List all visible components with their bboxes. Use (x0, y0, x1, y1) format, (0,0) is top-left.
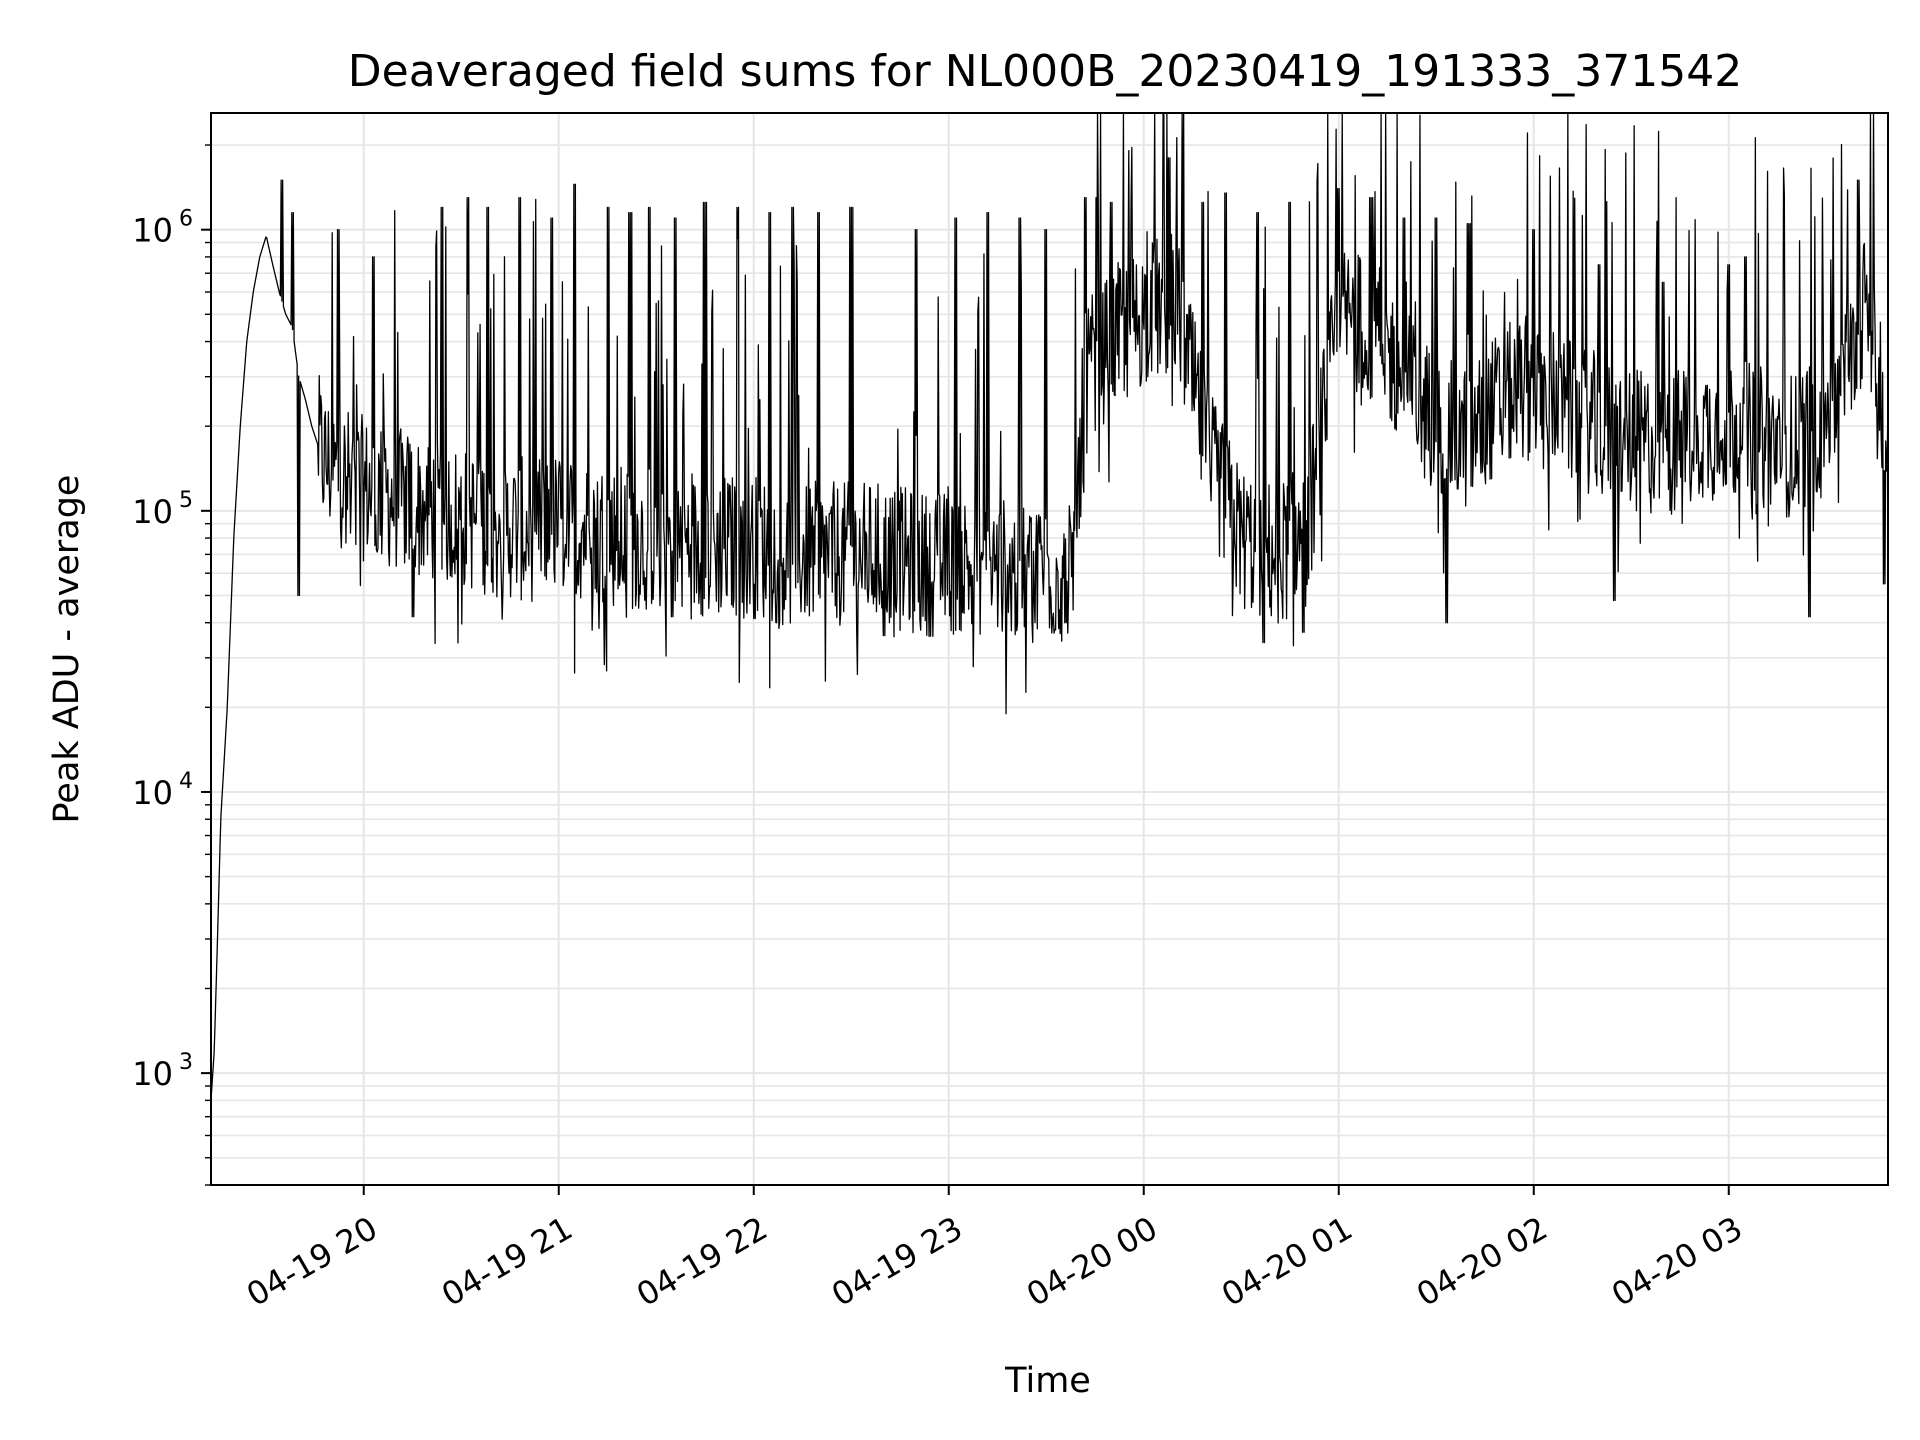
grid (211, 113, 1888, 1186)
y-tick-label: 10 (132, 212, 173, 250)
x-tick-label: 04-20 00 (1020, 1209, 1164, 1314)
y-tick-exponent: 6 (179, 207, 193, 232)
x-axis-title: Time (1004, 1361, 1091, 1401)
series-line (210, 112, 1889, 1101)
x-tick-label: 04-20 02 (1410, 1209, 1554, 1314)
y-tick-label: 10 (132, 493, 173, 531)
y-tick-exponent: 3 (179, 1050, 193, 1075)
x-axis: 04-19 20 04-19 21 04-19 22 04-19 23 04-20 00… (240, 1185, 1749, 1314)
y-tick-label: 10 (132, 774, 173, 812)
x-tick-label: 04-20 03 (1605, 1209, 1749, 1314)
y-axis-title: Peak ADU - average (47, 475, 87, 824)
plot-frame (210, 112, 1889, 1186)
x-tick-label: 04-20 01 (1215, 1209, 1359, 1314)
y-tick-exponent: 4 (179, 769, 193, 794)
x-tick-label: 04-19 20 (240, 1209, 384, 1314)
x-tick-label: 04-19 22 (630, 1209, 774, 1314)
series-line-layer (210, 112, 1889, 1101)
x-tick-label: 04-19 23 (825, 1209, 969, 1314)
x-tick-label: 04-19 21 (435, 1209, 579, 1314)
chart-title: Deaveraged field sums for NL000B_2023041… (348, 46, 1742, 97)
y-tick-exponent: 5 (179, 488, 193, 513)
y-tick-label: 10 (132, 1055, 173, 1093)
